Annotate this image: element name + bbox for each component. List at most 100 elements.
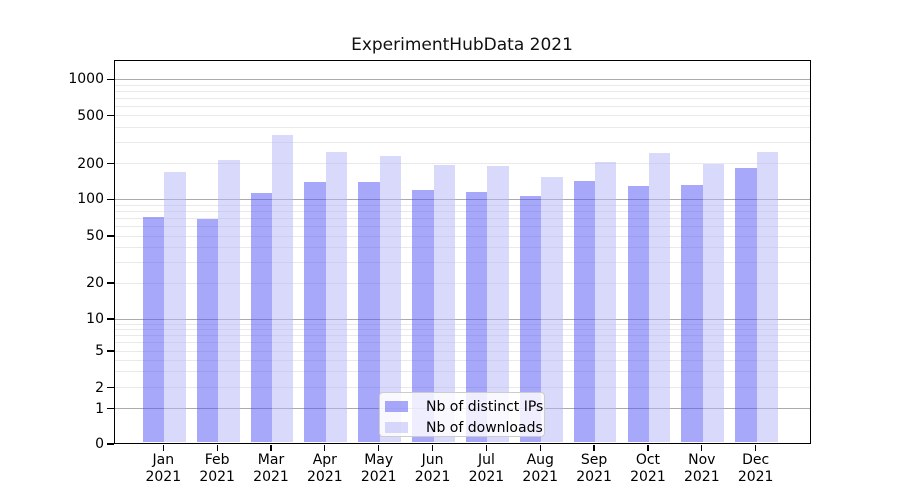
y-tick-label: 50 <box>86 228 104 244</box>
y-tick <box>107 318 114 320</box>
gridline-major <box>115 79 810 80</box>
gridline-minor <box>115 90 810 92</box>
x-tick-month: Nov <box>688 452 716 468</box>
bar-downloads-aug <box>541 177 563 443</box>
bar-downloads-oct <box>648 152 671 443</box>
y-tick <box>107 386 114 389</box>
gridline-major <box>115 199 810 200</box>
x-tick-month: Feb <box>204 452 230 468</box>
gridline-minor <box>115 105 810 107</box>
x-tick-year: 2021 <box>145 469 182 485</box>
x-tick-year: 2021 <box>307 469 343 485</box>
x-tick-month: Dec <box>742 452 770 468</box>
x-tick-year: 2021 <box>468 469 505 485</box>
bar-distinct-ips-sep <box>573 181 596 443</box>
x-tick-month: May <box>364 452 394 468</box>
x-tick-year: 2021 <box>414 469 451 485</box>
gridline-minor <box>115 282 810 284</box>
gridline-minor <box>115 247 810 249</box>
legend-label: Nb of downloads <box>426 419 543 436</box>
gridline-minor <box>115 323 810 325</box>
gridline-major <box>115 318 810 320</box>
gridline-minor <box>115 235 810 237</box>
x-tick-year: 2021 <box>683 469 720 485</box>
x-tick <box>485 444 488 452</box>
x-tick <box>324 444 326 452</box>
x-tick-month: Apr <box>312 452 337 468</box>
bar-distinct-ips-jun <box>412 190 434 443</box>
bar-distinct-ips-nov <box>681 184 703 443</box>
gridline-minor <box>115 342 810 344</box>
gridline-minor <box>115 261 810 263</box>
y-tick-label: 500 <box>77 107 104 124</box>
gridline-minor <box>115 387 810 389</box>
y-tick <box>107 198 114 200</box>
x-tick <box>593 444 595 452</box>
x-tick-month: Jun <box>421 452 444 468</box>
bar-distinct-ips-may <box>358 181 380 443</box>
gridline-minor <box>115 329 810 330</box>
legend: Nb of distinct IPs Nb of downloads <box>379 392 545 437</box>
legend-item: Nb of distinct IPs <box>380 396 544 417</box>
bar-downloads-jan <box>164 172 186 443</box>
x-tick-month: Oct <box>635 452 661 468</box>
bar-distinct-ips-mar <box>250 193 272 443</box>
bar-distinct-ips-aug <box>519 195 542 443</box>
bar-downloads-jun <box>433 164 455 443</box>
y-tick-label: 100 <box>77 191 104 208</box>
y-tick <box>107 235 114 237</box>
gridline-minor <box>115 141 810 143</box>
x-tick-label-dec: Dec 2021 <box>720 452 792 486</box>
gridline-minor <box>115 210 810 212</box>
x-tick <box>378 444 380 452</box>
gridline-minor <box>115 359 810 361</box>
bar-downloads-apr <box>325 152 348 443</box>
bar-distinct-ips-oct <box>627 186 649 443</box>
x-tick-year: 2021 <box>737 469 774 485</box>
x-tick-month: Aug <box>526 452 554 468</box>
gridline-minor <box>115 335 810 337</box>
x-tick-label-nov: Nov 2021 <box>666 452 738 486</box>
gridline-minor <box>115 204 810 206</box>
gridline-minor <box>115 84 810 86</box>
bar-distinct-ips-jan <box>142 217 165 443</box>
y-tick <box>107 443 114 445</box>
bar-distinct-ips-apr <box>304 182 326 443</box>
x-tick-label-apr: Apr 2021 <box>289 452 361 486</box>
x-tick <box>162 444 164 452</box>
chart-title: ExperimentHubData 2021 <box>351 35 573 55</box>
x-tick-year: 2021 <box>522 469 559 485</box>
x-tick-month: Sep <box>580 452 608 468</box>
y-tick <box>107 78 114 80</box>
x-tick-label-mar: Mar 2021 <box>235 452 307 486</box>
x-tick-label-feb: Feb 2021 <box>181 452 253 486</box>
y-tick-label: 200 <box>77 155 104 172</box>
y-tick <box>107 350 114 352</box>
plot-area <box>114 59 811 444</box>
bar-distinct-ips-feb <box>196 219 219 443</box>
x-tick-label-may: May 2021 <box>343 452 415 486</box>
gridline-minor <box>115 126 810 128</box>
y-tick-label: 2 <box>95 379 104 396</box>
y-tick <box>107 407 114 410</box>
x-tick <box>216 444 218 452</box>
bar-distinct-ips-dec <box>735 168 757 443</box>
x-tick <box>647 444 649 452</box>
x-tick <box>431 444 434 452</box>
y-tick <box>107 114 114 117</box>
legend-swatch-distinct-ips <box>385 401 408 412</box>
legend-swatch-downloads <box>385 422 408 433</box>
x-tick-label-oct: Oct 2021 <box>612 452 684 486</box>
gridline-minor <box>115 217 810 219</box>
gridline-minor <box>115 371 810 373</box>
x-tick-label-jan: Jan 2021 <box>127 452 199 486</box>
x-tick-month: Jan <box>152 452 175 468</box>
x-tick-month: Jul <box>477 452 495 468</box>
y-tick <box>107 282 114 284</box>
bar-distinct-ips-jul <box>466 191 488 443</box>
x-tick-month: Mar <box>257 452 285 468</box>
x-tick-label-aug: Aug 2021 <box>504 452 576 486</box>
x-tick <box>755 444 757 452</box>
bar-downloads-sep <box>595 162 617 443</box>
gridline-minor <box>115 350 810 352</box>
